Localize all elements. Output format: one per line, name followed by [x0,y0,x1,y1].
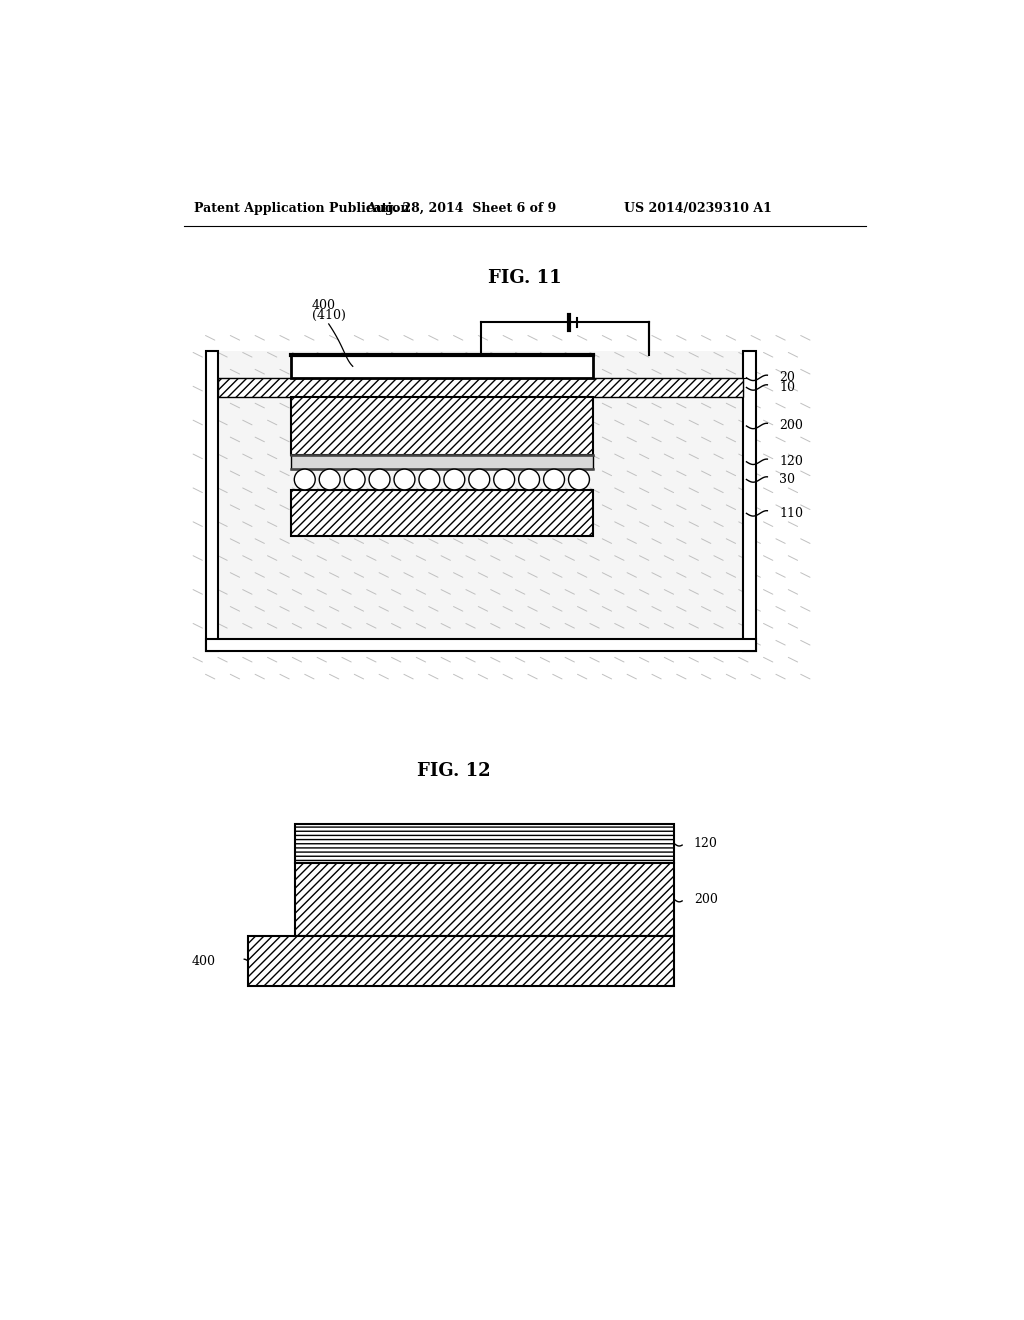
Text: FIG. 12: FIG. 12 [417,762,490,780]
Text: 120: 120 [693,837,718,850]
Bar [218,351,743,639]
Bar [291,490,593,536]
Circle shape [494,469,515,490]
Bar [291,455,593,469]
Circle shape [419,469,440,490]
Circle shape [319,469,340,490]
Circle shape [443,469,465,490]
Circle shape [544,469,564,490]
Bar [291,397,593,455]
Bar [206,639,756,651]
Text: 110: 110 [779,507,803,520]
Text: 30: 30 [779,473,795,486]
Circle shape [519,469,540,490]
Text: (410): (410) [311,309,345,322]
Circle shape [294,469,315,490]
Bar [206,351,218,651]
Text: 10: 10 [779,381,795,393]
Circle shape [469,469,489,490]
Text: 20: 20 [779,371,795,384]
Text: 200: 200 [779,420,803,433]
Bar [295,863,675,936]
Text: US 2014/0239310 A1: US 2014/0239310 A1 [624,202,772,215]
Circle shape [369,469,390,490]
Text: 200: 200 [693,894,718,906]
Circle shape [568,469,590,490]
Text: 120: 120 [779,455,803,469]
Bar [291,355,593,378]
Circle shape [344,469,366,490]
Circle shape [394,469,415,490]
Text: Aug. 28, 2014  Sheet 6 of 9: Aug. 28, 2014 Sheet 6 of 9 [367,202,556,215]
Text: FIG. 11: FIG. 11 [488,269,561,286]
Text: Patent Application Publication: Patent Application Publication [194,202,410,215]
Bar [218,378,743,397]
Bar [248,936,675,986]
Text: 400: 400 [191,954,216,968]
Text: 400: 400 [311,300,336,313]
Bar [743,351,756,651]
Bar [295,825,675,863]
